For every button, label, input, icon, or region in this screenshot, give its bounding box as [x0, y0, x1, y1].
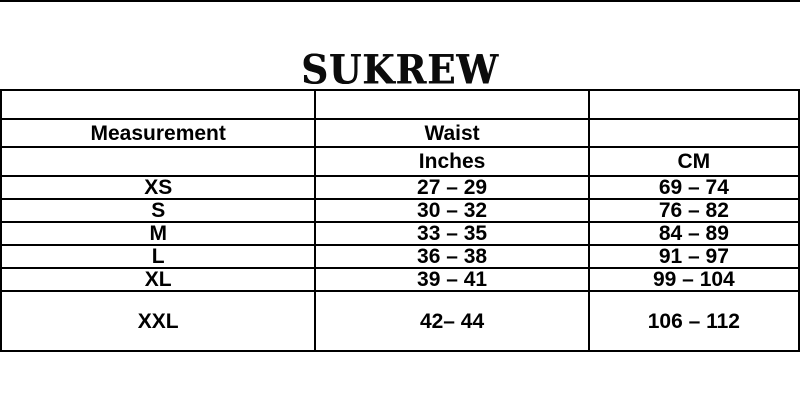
spacer-row — [0, 89, 800, 120]
inches-cell: 30 – 32 — [314, 198, 590, 223]
inches-header: Inches — [314, 146, 590, 177]
cm-cell: 69 – 74 — [587, 175, 800, 200]
empty-header-cell — [587, 118, 800, 148]
cm-cell: 106 – 112 — [587, 290, 800, 352]
inches-cell: 39 – 41 — [314, 267, 590, 292]
inches-cell: 33 – 35 — [314, 221, 590, 246]
units-row: Inches CM — [0, 146, 800, 177]
row-xl: XL 39 – 41 99 – 104 — [0, 267, 800, 292]
inches-cell: 42– 44 — [314, 290, 590, 352]
row-l: L 36 – 38 91 – 97 — [0, 244, 800, 269]
row-m: M 33 – 35 84 – 89 — [0, 221, 800, 246]
cm-cell: 76 – 82 — [587, 198, 800, 223]
cm-cell: 84 – 89 — [587, 221, 800, 246]
cm-header: CM — [587, 146, 800, 177]
spacer-cell — [314, 89, 590, 120]
logo-row: SUKREW — [0, 0, 800, 89]
size-cell: XL — [0, 267, 317, 292]
row-xs: XS 27 – 29 69 – 74 — [0, 175, 800, 200]
measurement-header: Measurement — [0, 118, 317, 148]
inches-cell: 27 – 29 — [314, 175, 590, 200]
row-xxl: XXL 42– 44 106 – 112 — [0, 290, 800, 352]
empty-units-cell — [0, 146, 317, 177]
spacer-cell — [587, 89, 800, 120]
cm-cell: 99 – 104 — [587, 267, 800, 292]
cm-cell: 91 – 97 — [587, 244, 800, 269]
spacer-cell — [0, 89, 317, 120]
size-cell: M — [0, 221, 317, 246]
size-cell: XXL — [0, 290, 317, 352]
waist-header: Waist — [314, 118, 590, 148]
size-cell: S — [0, 198, 317, 223]
size-chart-table: Measurement Waist Inches CM XS 27 – 29 6… — [0, 89, 800, 352]
size-cell: L — [0, 244, 317, 269]
size-cell: XS — [0, 175, 317, 200]
brand-logo: SUKREW — [301, 45, 499, 94]
inches-cell: 36 – 38 — [314, 244, 590, 269]
row-s: S 30 – 32 76 – 82 — [0, 198, 800, 223]
top-divider-rule — [0, 0, 800, 2]
header-row: Measurement Waist — [0, 118, 800, 148]
